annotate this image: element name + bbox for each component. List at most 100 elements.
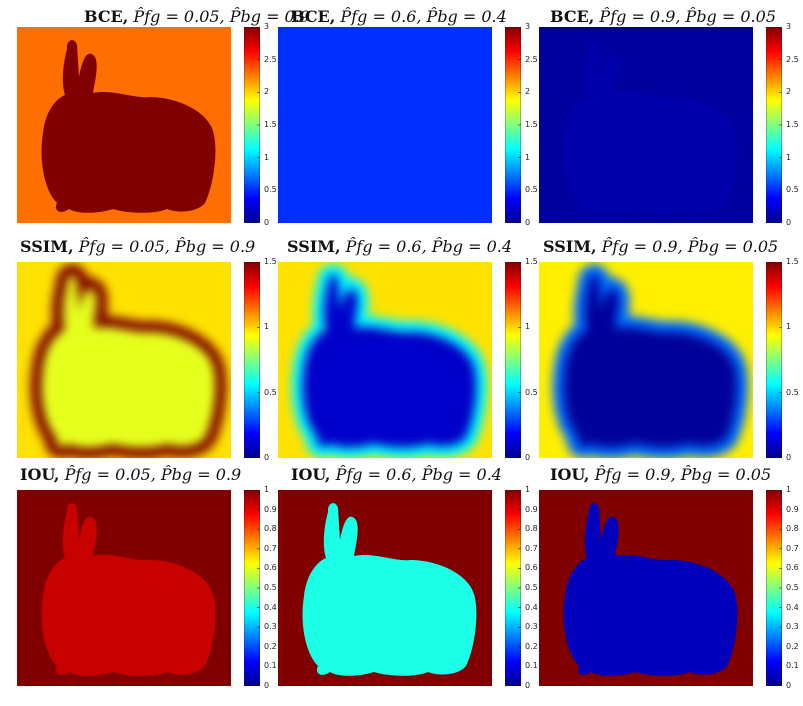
colorbar-tick-label: 2.5 bbox=[786, 54, 799, 64]
colorbar-tick-label: 0.5 bbox=[525, 387, 538, 397]
colorbar-tick-label: 0.5 bbox=[525, 583, 538, 592]
panel-expression: P̂fg = 0.05, P̂bg = 0.9 bbox=[78, 237, 256, 256]
heatmap-foreground bbox=[41, 40, 216, 213]
panel-metric: IOU, bbox=[550, 465, 590, 484]
colorbar bbox=[505, 262, 521, 458]
colorbar-tick-label: 1 bbox=[525, 152, 531, 162]
colorbar-tick-label: 1.5 bbox=[786, 120, 799, 129]
colorbar-tick-label: 2.5 bbox=[264, 54, 277, 64]
colorbar bbox=[766, 262, 782, 458]
panel-bce-1: BCE, P̂fg = 0.05, P̂bg = 0.9 0 0.5 1 1.5 2 2.… bbox=[0, 0, 310, 230]
colorbar-tick-label: 0.9 bbox=[525, 504, 538, 514]
colorbar-tick-label: 2 bbox=[525, 87, 531, 97]
colorbar-gradient bbox=[505, 27, 521, 223]
panel-title: IOU, P̂fg = 0.9, P̂bg = 0.05 bbox=[550, 465, 771, 484]
colorbar bbox=[505, 27, 521, 223]
colorbar-tick-label: 3 bbox=[525, 22, 531, 31]
colorbar-gradient bbox=[505, 490, 521, 686]
colorbar-tick-label: 0.5 bbox=[786, 583, 799, 592]
colorbar-tick-label: 0.4 bbox=[264, 602, 277, 612]
colorbar-tick-label: 2 bbox=[786, 87, 792, 97]
colorbar-tick-label: 0.1 bbox=[525, 661, 538, 671]
panel-title: SSIM, P̂fg = 0.6, P̂bg = 0.4 bbox=[287, 237, 512, 256]
colorbar-tick-label: 2 bbox=[264, 87, 270, 97]
colorbar-tick-label: 0.2 bbox=[264, 641, 277, 651]
panel-iou-2: IOU, P̂fg = 0.6, P̂bg = 0.4 0 0.1 0.2 0.3 0.… bbox=[261, 463, 541, 693]
colorbar-tick-label: 1.5 bbox=[786, 257, 799, 266]
heatmap-foreground bbox=[302, 503, 477, 676]
colorbar-gradient bbox=[244, 490, 260, 686]
heatmap-foreground bbox=[563, 275, 738, 448]
colorbar-tick-label: 0.6 bbox=[525, 563, 538, 573]
colorbar-tick-label: 0 bbox=[264, 218, 270, 227]
colorbar-tick-label: 0 bbox=[264, 681, 270, 690]
colorbar-tick-label: 0.8 bbox=[786, 524, 799, 534]
colorbar-tick-label: 1 bbox=[786, 152, 792, 162]
panel-title: SSIM, P̂fg = 0.05, P̂bg = 0.9 bbox=[20, 237, 255, 256]
colorbar-gradient bbox=[766, 262, 782, 458]
panel-expression: P̂fg = 0.9, P̂bg = 0.05 bbox=[599, 7, 776, 26]
colorbar-tick-label: 3 bbox=[786, 22, 792, 31]
panel-expression: P̂fg = 0.6, P̂bg = 0.4 bbox=[345, 237, 513, 256]
panel-ssim-3: SSIM, P̂fg = 0.9, P̂bg = 0.05 0 0.5 1 1.5 bbox=[522, 235, 802, 465]
heatmap-foreground bbox=[563, 40, 738, 213]
panel-metric: BCE, bbox=[291, 7, 336, 26]
colorbar bbox=[766, 27, 782, 223]
heatmap bbox=[278, 27, 492, 223]
colorbar-tick-label: 0.2 bbox=[786, 641, 799, 651]
heatmap bbox=[17, 27, 231, 223]
colorbar-tick-label: 0 bbox=[264, 453, 270, 462]
heatmap bbox=[17, 490, 231, 686]
colorbar-tick-label: 1.5 bbox=[264, 120, 277, 129]
colorbar-tick-label: 0 bbox=[786, 681, 792, 690]
panel-expression: P̂fg = 0.05, P̂bg = 0.9 bbox=[64, 465, 242, 484]
colorbar-tick-label: 1 bbox=[786, 322, 792, 332]
colorbar-tick-label: 0 bbox=[786, 453, 792, 462]
colorbar bbox=[766, 490, 782, 686]
colorbar-tick-label: 3 bbox=[264, 22, 270, 31]
panel-title: IOU, P̂fg = 0.05, P̂bg = 0.9 bbox=[20, 465, 241, 484]
panel-metric: IOU, bbox=[20, 465, 60, 484]
colorbar-tick-label: 0.9 bbox=[264, 504, 277, 514]
colorbar-tick-label: 0.5 bbox=[264, 387, 277, 397]
colorbar-tick-label: 0 bbox=[525, 681, 531, 690]
colorbar-tick-label: 0 bbox=[525, 218, 531, 227]
colorbar-tick-label: 1 bbox=[264, 322, 270, 332]
panel-metric: IOU, bbox=[291, 465, 331, 484]
colorbar-tick-label: 1 bbox=[786, 485, 792, 494]
heatmap bbox=[539, 490, 753, 686]
heatmap-foreground bbox=[563, 503, 738, 676]
heatmap-foreground bbox=[302, 40, 477, 213]
heatmap-foreground bbox=[41, 275, 216, 448]
heatmap bbox=[278, 262, 492, 458]
panel-title: SSIM, P̂fg = 0.9, P̂bg = 0.05 bbox=[543, 237, 778, 256]
colorbar-tick-label: 0.4 bbox=[525, 602, 538, 612]
colorbar-tick-label: 0.6 bbox=[264, 563, 277, 573]
panel-metric: SSIM, bbox=[20, 237, 74, 256]
panel-metric: SSIM, bbox=[287, 237, 341, 256]
panel-bce-3: BCE, P̂fg = 0.9, P̂bg = 0.05 0 0.5 1 1.5 2 2.… bbox=[522, 0, 802, 230]
colorbar-tick-label: 1 bbox=[264, 485, 270, 494]
colorbar-gradient bbox=[766, 490, 782, 686]
panel-title: BCE, P̂fg = 0.05, P̂bg = 0.9 bbox=[84, 7, 310, 26]
colorbar-tick-label: 0.5 bbox=[264, 185, 277, 195]
colorbar-tick-label: 0.1 bbox=[264, 661, 277, 671]
panel-metric: SSIM, bbox=[543, 237, 597, 256]
heatmap bbox=[278, 490, 492, 686]
panel-ssim-1: SSIM, P̂fg = 0.05, P̂bg = 0.9 0 0.5 1 1.5 bbox=[0, 235, 280, 465]
panel-iou-1: IOU, P̂fg = 0.05, P̂bg = 0.9 0 0.1 0.2 0.3 0… bbox=[0, 463, 280, 693]
panel-metric: BCE, bbox=[84, 7, 129, 26]
panel-metric: BCE, bbox=[550, 7, 595, 26]
colorbar-tick-label: 1.5 bbox=[525, 120, 538, 129]
colorbar bbox=[244, 490, 260, 686]
colorbar-tick-label: 0.4 bbox=[786, 602, 799, 612]
panel-expression: P̂fg = 0.6, P̂bg = 0.4 bbox=[340, 7, 507, 26]
colorbar bbox=[505, 490, 521, 686]
colorbar-gradient bbox=[505, 262, 521, 458]
colorbar-tick-label: 2.5 bbox=[525, 54, 538, 64]
panel-iou-3: IOU, P̂fg = 0.9, P̂bg = 0.05 0 0.1 0.2 0.3 0… bbox=[522, 463, 802, 693]
panel-expression: P̂fg = 0.6, P̂bg = 0.4 bbox=[335, 465, 502, 484]
colorbar-gradient bbox=[244, 27, 260, 223]
colorbar bbox=[244, 27, 260, 223]
